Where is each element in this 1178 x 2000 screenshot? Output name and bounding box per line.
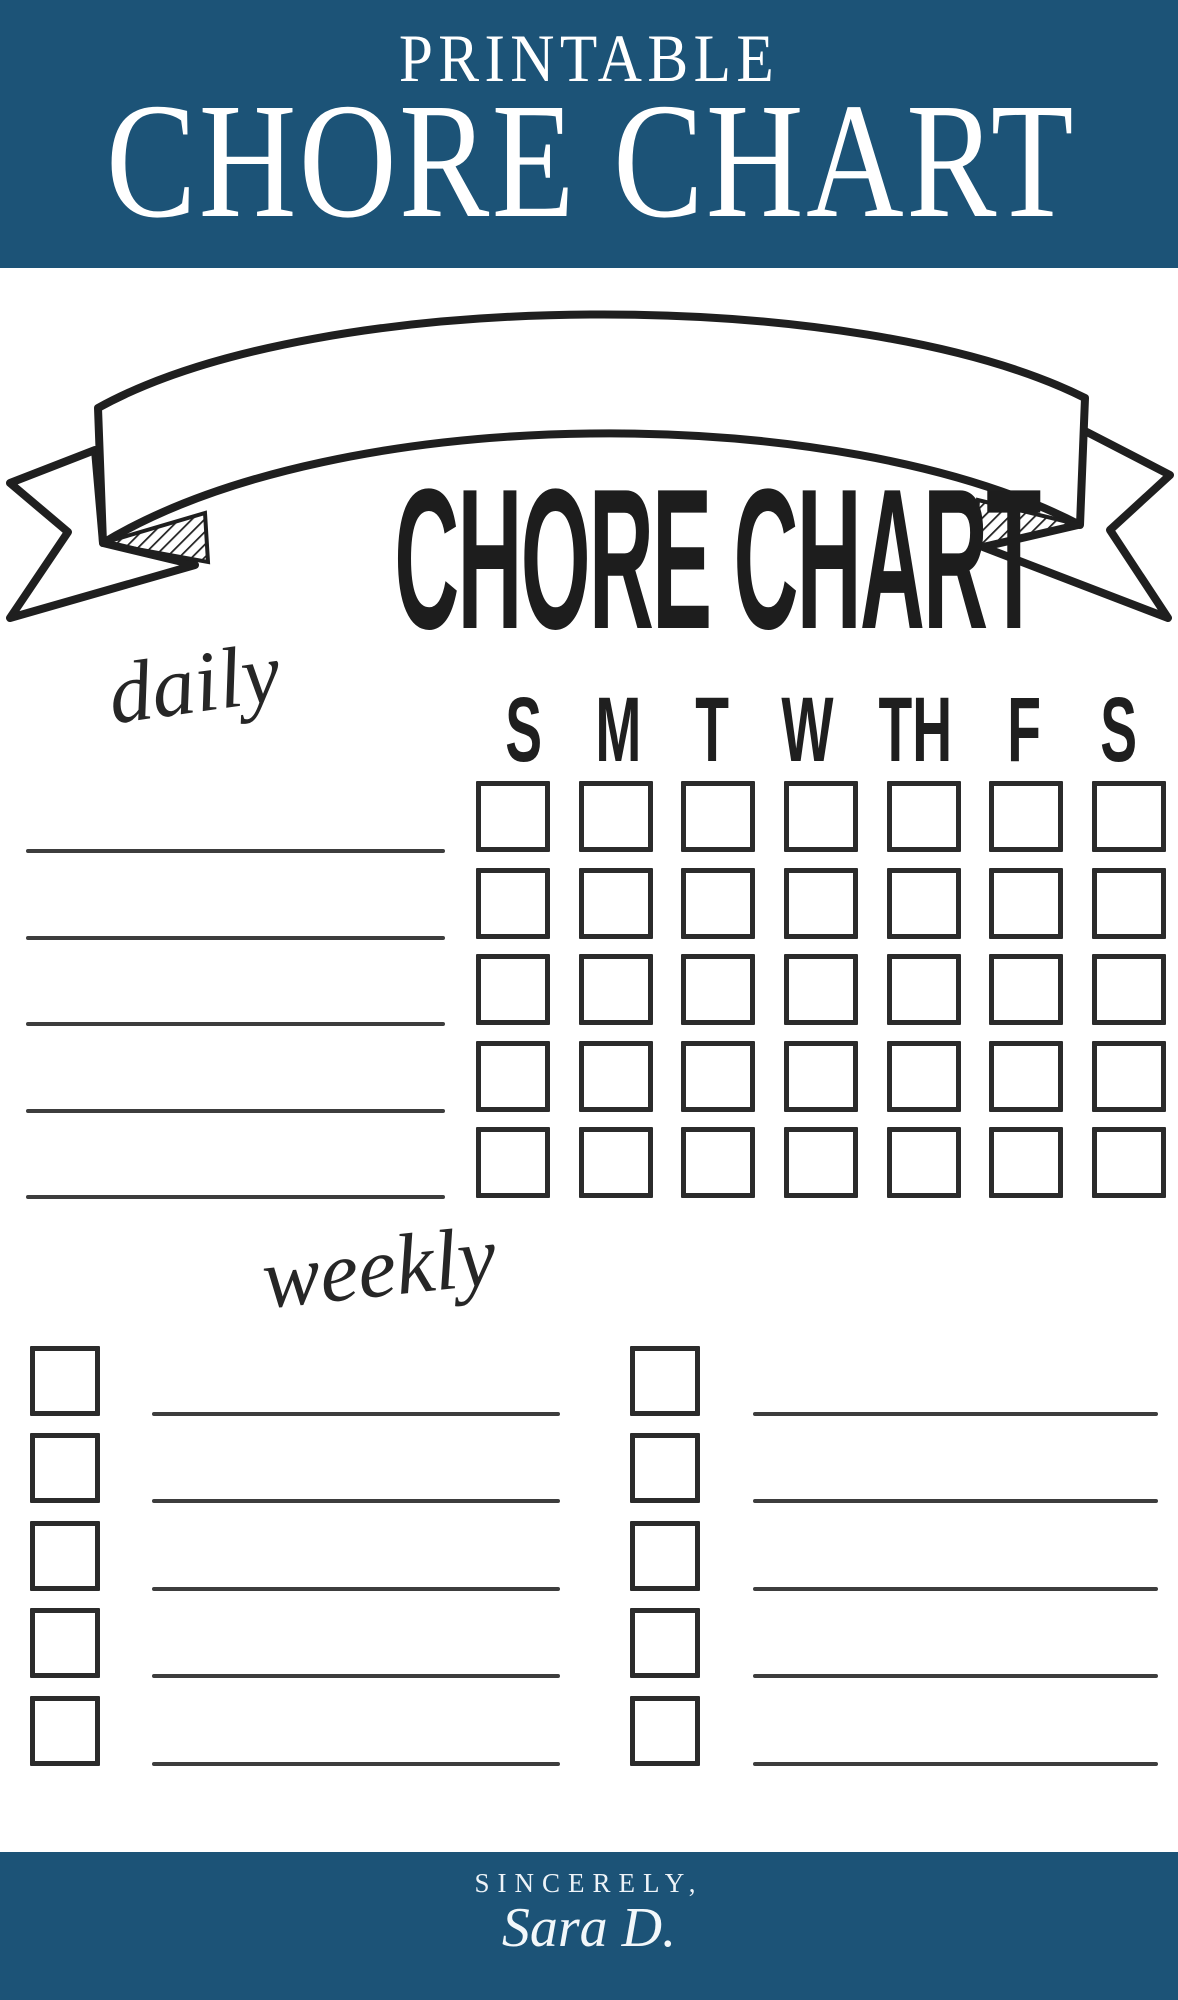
weekly-write-line[interactable] <box>152 1499 560 1504</box>
daily-checkbox[interactable] <box>1092 1127 1167 1198</box>
page-title: CHORE CHART <box>106 69 1076 252</box>
weekly-checkbox[interactable] <box>630 1608 700 1679</box>
daily-checkbox[interactable] <box>681 867 756 939</box>
daily-checkbox[interactable] <box>784 867 859 939</box>
daily-checkbox[interactable] <box>1092 954 1167 1025</box>
weekly-write-line[interactable] <box>753 1674 1158 1679</box>
day-label-wednesday: W <box>780 679 834 781</box>
daily-checkbox[interactable] <box>476 954 550 1025</box>
daily-checkbox[interactable] <box>476 781 550 852</box>
daily-write-line[interactable] <box>26 935 445 940</box>
day-header-row: S M T W TH F S <box>476 684 1166 776</box>
weekly-write-line[interactable] <box>753 1499 1158 1504</box>
day-label-thursday: TH <box>878 679 953 781</box>
daily-checkbox[interactable] <box>989 954 1064 1025</box>
daily-checkbox[interactable] <box>886 781 961 852</box>
daily-write-line[interactable] <box>26 1108 445 1113</box>
banner-title: CHORE CHART <box>394 448 1041 671</box>
daily-checkbox[interactable] <box>476 1040 550 1112</box>
weekly-write-line[interactable] <box>152 1761 560 1766</box>
weekly-write-line[interactable] <box>152 1412 560 1416</box>
footer-signature: Sara D. <box>501 1897 677 1959</box>
daily-checkbox[interactable] <box>886 1127 961 1198</box>
ribbon-banner-graphic <box>6 310 1174 622</box>
daily-checkbox[interactable] <box>886 867 961 939</box>
daily-checkbox[interactable] <box>886 1040 961 1112</box>
daily-checkbox[interactable] <box>989 867 1064 939</box>
daily-checkbox[interactable] <box>578 781 653 852</box>
daily-write-line[interactable] <box>26 849 445 853</box>
header-band: PRINTABLE CHORE CHART <box>0 0 1178 268</box>
day-label-tuesday: T <box>695 679 730 781</box>
weekly-write-line[interactable] <box>753 1412 1158 1416</box>
weekly-checkbox[interactable] <box>30 1608 100 1679</box>
daily-checkbox[interactable] <box>578 1040 653 1112</box>
weekly-write-line[interactable] <box>152 1674 560 1679</box>
day-label-saturday: S <box>1100 679 1138 781</box>
daily-checkbox[interactable] <box>989 1127 1064 1198</box>
daily-checkbox[interactable] <box>578 867 653 939</box>
day-label-friday: F <box>1007 679 1042 781</box>
daily-write-line[interactable] <box>26 1195 445 1199</box>
footer-band: SINCERELY, Sara D. <box>0 1852 1178 2000</box>
weekly-checkbox[interactable] <box>30 1346 100 1416</box>
ribbon-right-fold-hatch <box>972 497 1081 551</box>
daily-checkbox[interactable] <box>681 1040 756 1112</box>
daily-checkbox[interactable] <box>578 954 653 1025</box>
daily-checkbox[interactable] <box>681 781 756 852</box>
weekly-checkbox[interactable] <box>630 1346 700 1416</box>
weekly-write-line[interactable] <box>152 1586 560 1591</box>
daily-checkbox[interactable] <box>1092 867 1167 939</box>
daily-checkbox[interactable] <box>1092 781 1167 852</box>
weekly-checkbox[interactable] <box>30 1433 100 1504</box>
day-label-monday: M <box>594 679 641 781</box>
daily-checkbox[interactable] <box>784 954 859 1025</box>
daily-checkbox[interactable] <box>476 867 550 939</box>
daily-checkbox[interactable] <box>1092 1040 1167 1112</box>
daily-checkbox[interactable] <box>989 1040 1064 1112</box>
weekly-checkbox[interactable] <box>630 1520 700 1591</box>
ribbon-left-fold-hatch <box>102 510 211 565</box>
daily-section-label: daily <box>102 623 286 743</box>
day-label-sunday: S <box>504 679 542 781</box>
weekly-checkbox[interactable] <box>630 1695 700 1766</box>
daily-checkbox[interactable] <box>681 954 756 1025</box>
daily-checkbox[interactable] <box>784 781 859 852</box>
weekly-checkbox[interactable] <box>30 1520 100 1591</box>
daily-checkbox[interactable] <box>886 954 961 1025</box>
weekly-checkbox[interactable] <box>630 1433 700 1504</box>
daily-checkbox[interactable] <box>578 1127 653 1198</box>
daily-checkbox-grid <box>476 781 1167 1198</box>
daily-checkbox[interactable] <box>476 1127 550 1198</box>
weekly-write-line[interactable] <box>753 1586 1158 1591</box>
weekly-section-label: weekly <box>257 1207 501 1327</box>
daily-checkbox[interactable] <box>784 1040 859 1112</box>
weekly-write-line[interactable] <box>753 1761 1158 1766</box>
header-eyebrow: PRINTABLE <box>398 20 780 96</box>
daily-checkbox[interactable] <box>681 1127 756 1198</box>
daily-checkbox[interactable] <box>989 781 1064 852</box>
daily-write-line[interactable] <box>26 1022 445 1026</box>
daily-checkbox[interactable] <box>784 1127 859 1198</box>
footer-closing: SINCERELY, <box>474 1868 704 1898</box>
weekly-checkbox[interactable] <box>30 1695 100 1766</box>
